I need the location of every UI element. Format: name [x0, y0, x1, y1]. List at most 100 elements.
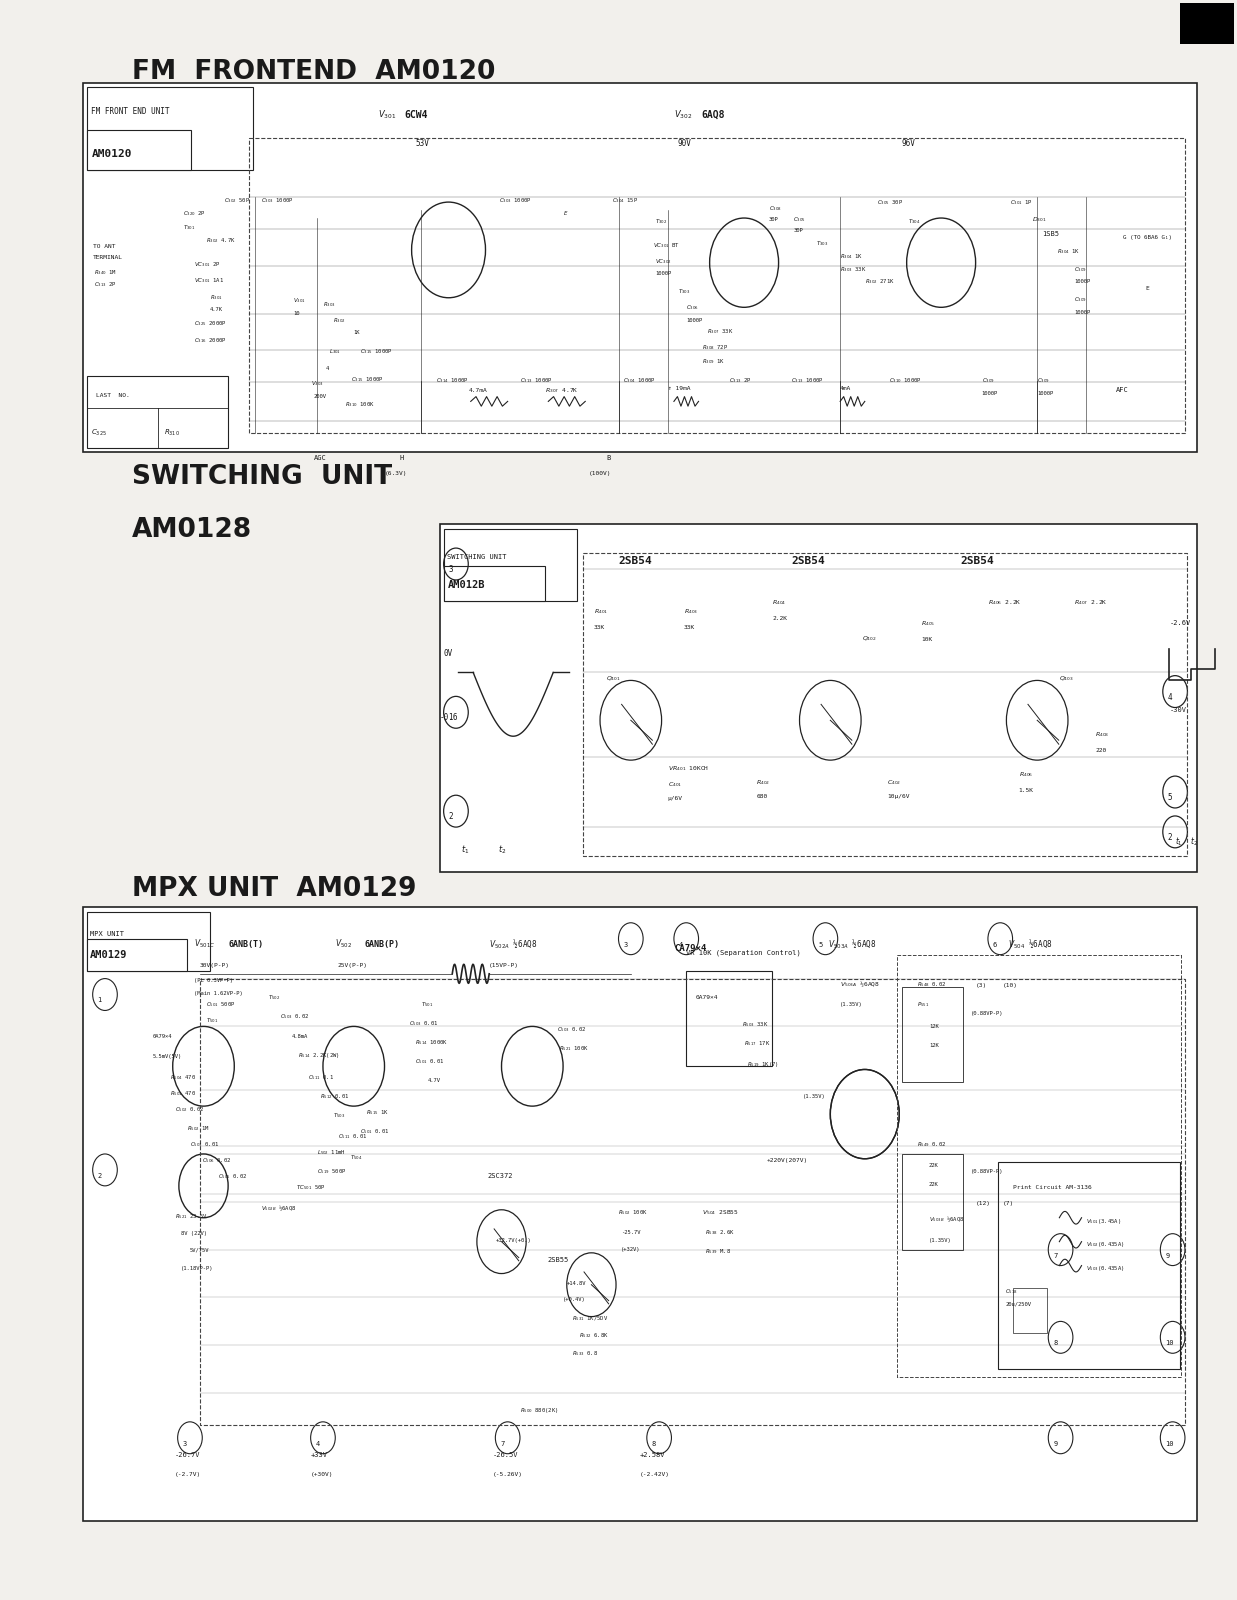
Text: $C_{501}$ 500P: $C_{501}$ 500P: [207, 1000, 235, 1008]
Text: TERMINAL: TERMINAL: [93, 256, 122, 261]
Text: $R_{533}$ 0.8: $R_{533}$ 0.8: [571, 1349, 597, 1358]
Text: (1.35V): (1.35V): [840, 1002, 863, 1006]
Bar: [902, 1154, 964, 1250]
Text: AM0129: AM0129: [90, 950, 127, 960]
Text: 8: 8: [1053, 1341, 1058, 1346]
Bar: [1013, 1288, 1047, 1333]
Bar: [87, 939, 188, 971]
Text: $C_{305}$: $C_{305}$: [793, 216, 807, 224]
Text: 2SC372: 2SC372: [487, 1173, 513, 1179]
Text: 220: 220: [1095, 749, 1106, 754]
Text: $R_{521}$ 100K: $R_{521}$ 100K: [559, 1045, 589, 1053]
Text: $R_{514}$ 1000K: $R_{514}$ 1000K: [416, 1038, 449, 1046]
Text: $TC_{501}$ 50P: $TC_{501}$ 50P: [296, 1182, 325, 1192]
Text: 4: 4: [325, 365, 329, 371]
Text: $L_{502}$ 11mH: $L_{502}$ 11mH: [317, 1147, 345, 1157]
Text: $t_2$: $t_2$: [497, 843, 506, 856]
Text: $V_{301}$: $V_{301}$: [293, 296, 307, 306]
Text: +32.7V(+0.): +32.7V(+0.): [495, 1238, 531, 1243]
Text: 5.5mV(5V): 5.5mV(5V): [153, 1054, 182, 1059]
Text: $C_{501}$ 0.01: $C_{501}$ 0.01: [416, 1058, 445, 1066]
Text: $R_{307}$ 4.7K: $R_{307}$ 4.7K: [544, 386, 578, 395]
Text: 5: 5: [1168, 794, 1173, 802]
Text: H: H: [400, 456, 403, 461]
Text: 7: 7: [1053, 1253, 1058, 1259]
Text: (1.35V): (1.35V): [803, 1094, 826, 1099]
Text: 33K: 33K: [594, 626, 605, 630]
Bar: [87, 130, 192, 170]
Text: µ/6V: µ/6V: [668, 795, 683, 802]
Bar: [1180, 3, 1235, 45]
Text: -30V: -30V: [1170, 707, 1188, 714]
Text: $T_{502}$: $T_{502}$: [267, 994, 280, 1002]
Text: $R_{302}$ 271K: $R_{302}$ 271K: [865, 277, 894, 286]
Text: $R_{407}$ 2.2K: $R_{407}$ 2.2K: [1074, 598, 1107, 606]
Text: $V_{302}$: $V_{302}$: [674, 109, 693, 122]
Text: 9: 9: [1053, 1440, 1058, 1446]
Text: $R_{304}$ 1K: $R_{304}$ 1K: [1056, 246, 1080, 256]
Text: (PL 0.3VP-P): (PL 0.3VP-P): [194, 978, 233, 982]
Text: $C_{309}$: $C_{309}$: [1074, 264, 1087, 274]
Text: $C_{310}$ 1000P: $C_{310}$ 1000P: [889, 376, 923, 386]
Text: 5: 5: [818, 942, 823, 947]
Text: 10: 10: [1165, 1440, 1174, 1446]
Text: $R_{500}$ 880(2K): $R_{500}$ 880(2K): [520, 1406, 559, 1416]
Text: ↑ 19mA: ↑ 19mA: [668, 386, 690, 392]
Text: AM0120: AM0120: [92, 149, 132, 160]
Text: 22K: 22K: [929, 1182, 939, 1187]
Text: $T_{501}$: $T_{501}$: [422, 1000, 434, 1008]
Text: Print Circuit AM-3136: Print Circuit AM-3136: [1013, 1186, 1091, 1190]
Text: 30P: 30P: [793, 229, 803, 234]
Text: 1000P: 1000P: [982, 390, 998, 397]
Text: $R_{502}$ 100K: $R_{502}$ 100K: [618, 1208, 648, 1218]
Text: $T_{301}$: $T_{301}$: [183, 222, 195, 232]
Text: $VC_{302}$: $VC_{302}$: [656, 256, 672, 266]
Text: B: B: [606, 456, 610, 461]
Text: MPX UNIT  AM0129: MPX UNIT AM0129: [132, 875, 417, 902]
Text: $V_{502}$(0.435A): $V_{502}$(0.435A): [1086, 1240, 1124, 1250]
Text: 0A79×4: 0A79×4: [696, 995, 719, 1000]
Text: 9: 9: [1165, 1253, 1169, 1259]
Text: $C_{505}$ 0.02: $C_{505}$ 0.02: [218, 1171, 247, 1181]
Text: $R_{303}$: $R_{303}$: [323, 299, 335, 309]
Text: $VC_{301}$ BT: $VC_{301}$ BT: [653, 240, 680, 250]
Text: 1000P: 1000P: [1037, 390, 1054, 397]
Text: (7): (7): [1003, 1202, 1014, 1206]
Text: +14.8V: +14.8V: [567, 1280, 586, 1286]
Text: 10: 10: [1165, 1341, 1174, 1346]
Text: $R_{340}$ 1M: $R_{340}$ 1M: [94, 267, 118, 277]
Text: (10): (10): [1003, 982, 1018, 987]
Text: $C_{313}$ 1000P: $C_{313}$ 1000P: [520, 376, 553, 386]
Text: $C_{316}$ 2000P: $C_{316}$ 2000P: [194, 336, 226, 346]
Text: $R_{549}$ 0.02: $R_{549}$ 0.02: [917, 1139, 946, 1149]
Text: -2.6V: -2.6V: [1170, 619, 1191, 626]
Text: $V_{303}$: $V_{303}$: [310, 379, 323, 389]
Bar: [83, 907, 1197, 1520]
Text: $R_{406}$ 2.2K: $R_{406}$ 2.2K: [988, 598, 1022, 606]
Text: $C_{301}$ 1P: $C_{301}$ 1P: [1011, 198, 1033, 206]
Text: 1000P: 1000P: [656, 272, 672, 277]
Text: $C_{313}$ 2P: $C_{313}$ 2P: [94, 280, 118, 290]
Text: 1000P: 1000P: [687, 318, 703, 323]
Text: $R_{514}$ 2.2K(2W): $R_{514}$ 2.2K(2W): [298, 1051, 340, 1059]
Text: $Q_{401}$: $Q_{401}$: [606, 675, 621, 683]
Text: 2: 2: [449, 813, 453, 821]
Text: 5V/75V: 5V/75V: [190, 1248, 209, 1253]
Text: 1000P: 1000P: [1074, 310, 1090, 315]
Text: $R_{531}$ 1K/5DV: $R_{531}$ 1K/5DV: [571, 1314, 609, 1323]
Text: $R_{402}$: $R_{402}$: [756, 778, 771, 787]
Text: $t_1$  $t_2$: $t_1$ $t_2$: [1175, 835, 1199, 848]
Text: $R_{303}$ 33K: $R_{303}$ 33K: [840, 264, 867, 274]
Text: 1: 1: [449, 714, 453, 722]
Text: $R_{308}$ 72P: $R_{308}$ 72P: [703, 342, 729, 352]
Text: 2SB54: 2SB54: [790, 557, 825, 566]
Text: (-5.26V): (-5.26V): [492, 1472, 523, 1477]
Text: (+32V): (+32V): [621, 1248, 641, 1253]
Text: $R_{548}$ 0.02: $R_{548}$ 0.02: [917, 981, 946, 989]
Bar: [444, 566, 544, 600]
Text: (12): (12): [976, 1202, 991, 1206]
Text: $E$: $E$: [563, 210, 569, 218]
Text: $R_{302}$ 4.7K: $R_{302}$ 4.7K: [207, 235, 236, 245]
Text: $R_{307}$ 33K: $R_{307}$ 33K: [708, 326, 734, 336]
Text: (0.88VP-P): (0.88VP-P): [971, 1170, 1003, 1174]
